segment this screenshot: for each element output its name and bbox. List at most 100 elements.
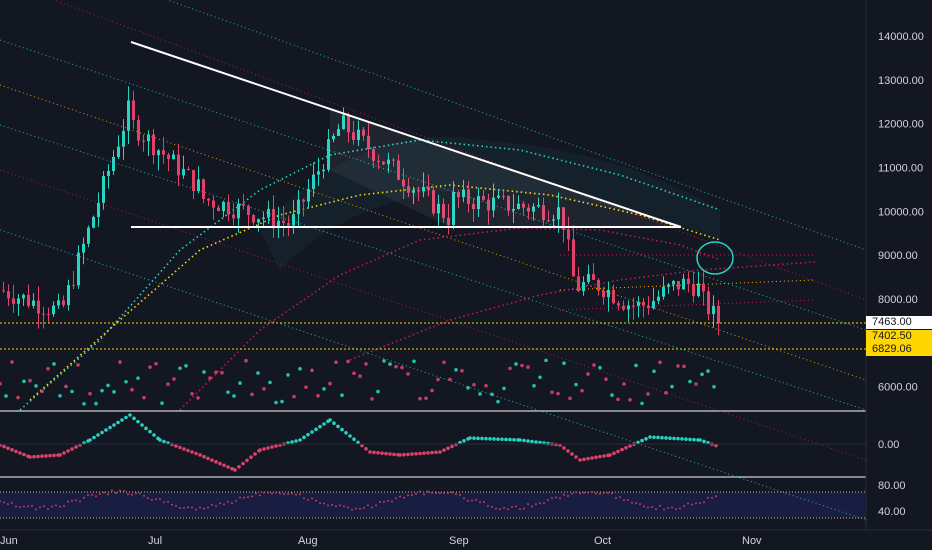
candle (302, 198, 305, 217)
vol-dot (538, 375, 542, 380)
candle (342, 107, 345, 130)
osc1-dot (190, 450, 194, 454)
oscillator-2 (0, 489, 717, 511)
osc1-dot (162, 439, 166, 444)
osc1-dot (364, 447, 368, 451)
vol-dot (94, 401, 98, 406)
osc1-dot (322, 422, 326, 426)
osc1-dot (692, 437, 696, 442)
osc2-dot (503, 506, 505, 509)
vol-dot (454, 368, 458, 372)
candle (137, 115, 140, 147)
osc1-dot (120, 418, 124, 422)
osc2-dot (123, 489, 125, 492)
candle (352, 120, 355, 145)
osc2-dot (443, 492, 445, 495)
vol-dot (16, 395, 20, 400)
candle (392, 157, 395, 167)
candle (547, 210, 550, 223)
candle (252, 213, 255, 226)
candle (297, 189, 300, 227)
osc2-dot (95, 495, 97, 498)
candle (347, 112, 350, 143)
candle (507, 195, 510, 217)
osc2-dot (359, 507, 361, 510)
osc2-dot (343, 505, 345, 508)
price-tick: 14000.00 (878, 31, 924, 43)
price-tick: 6000.00 (878, 382, 918, 394)
osc1-dot (644, 437, 648, 441)
osc2-dot (167, 500, 169, 503)
candle (67, 279, 70, 311)
osc1-dot (96, 433, 100, 437)
vol-dot (676, 364, 680, 368)
time-label-oct: Oct (594, 535, 611, 547)
osc2-dot (671, 506, 673, 509)
osc1-dot (538, 440, 542, 445)
triangle-top-line[interactable] (130, 41, 682, 228)
osc1-dot (500, 437, 504, 442)
osc1-dot (594, 455, 598, 460)
osc2-dot (219, 502, 221, 505)
vol-dot (328, 381, 332, 386)
osc2-dot (247, 496, 249, 499)
channel-line (559, 279, 816, 291)
vol-dot (646, 392, 650, 396)
vol-dot (424, 396, 428, 401)
osc2-dot (311, 497, 313, 500)
candle (622, 300, 625, 312)
osc2-dot (63, 504, 65, 507)
vol-dot (184, 363, 188, 368)
vol-dot (502, 386, 506, 391)
osc1-dot (14, 449, 18, 454)
candle (472, 197, 475, 222)
candle (77, 245, 80, 289)
osc1-dot (6, 446, 10, 451)
candle (127, 86, 130, 145)
candle (217, 205, 220, 212)
osc1-dot (116, 420, 120, 425)
osc2-dot (271, 492, 273, 495)
vol-dot (208, 376, 212, 380)
vol-dot (652, 369, 656, 374)
candle (27, 284, 30, 309)
osc1-dot (136, 419, 140, 424)
candle (582, 276, 585, 296)
vol-dot (70, 389, 74, 394)
time-axis[interactable]: Jun Jul Aug Sep Oct Nov (0, 535, 762, 547)
osc2-dot (531, 505, 533, 508)
osc1-dot (620, 447, 624, 452)
vol-dot (238, 381, 242, 385)
vol-dot (640, 401, 644, 406)
candle (222, 200, 225, 218)
osc2-dot (599, 492, 601, 495)
osc1-dot (402, 452, 406, 457)
vol-dot (274, 400, 278, 405)
vol-dot (430, 388, 434, 393)
osc2-dot (639, 503, 641, 506)
osc2-dot (155, 498, 157, 501)
osc2-dot (403, 496, 405, 499)
osc2-dot (187, 506, 189, 509)
price-axis[interactable]: 14000.00 13000.00 12000.00 11000.00 10000.00… (878, 31, 924, 394)
candle (42, 306, 45, 329)
vol-dot (34, 384, 38, 388)
candle (512, 193, 515, 224)
osc1-dot (492, 437, 496, 441)
candle (387, 152, 390, 173)
osc2-dot (223, 503, 225, 506)
osc1-dot (241, 461, 245, 466)
channel-line (0, 229, 867, 521)
vol-dot (76, 363, 80, 367)
candle (682, 273, 685, 290)
osc1-dot (328, 418, 332, 422)
candle (552, 214, 555, 228)
osc1-dot (274, 444, 278, 448)
osc2-dot (347, 506, 349, 509)
osc2-dot (291, 492, 293, 495)
osc2-dot (287, 492, 289, 495)
vol-dot (364, 362, 368, 366)
vol-dot (460, 369, 464, 373)
candle (412, 186, 415, 204)
